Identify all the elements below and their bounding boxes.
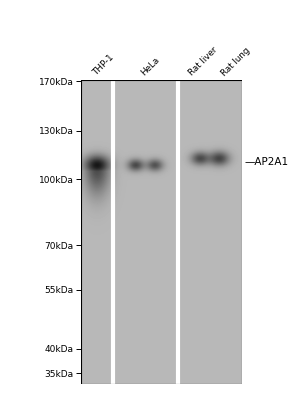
Text: —AP2A1: —AP2A1 xyxy=(244,156,288,166)
Text: Rat lung: Rat lung xyxy=(219,46,251,78)
Text: HeLa: HeLa xyxy=(139,56,161,78)
Text: Rat liver: Rat liver xyxy=(187,46,219,78)
Text: THP-1: THP-1 xyxy=(91,53,116,78)
